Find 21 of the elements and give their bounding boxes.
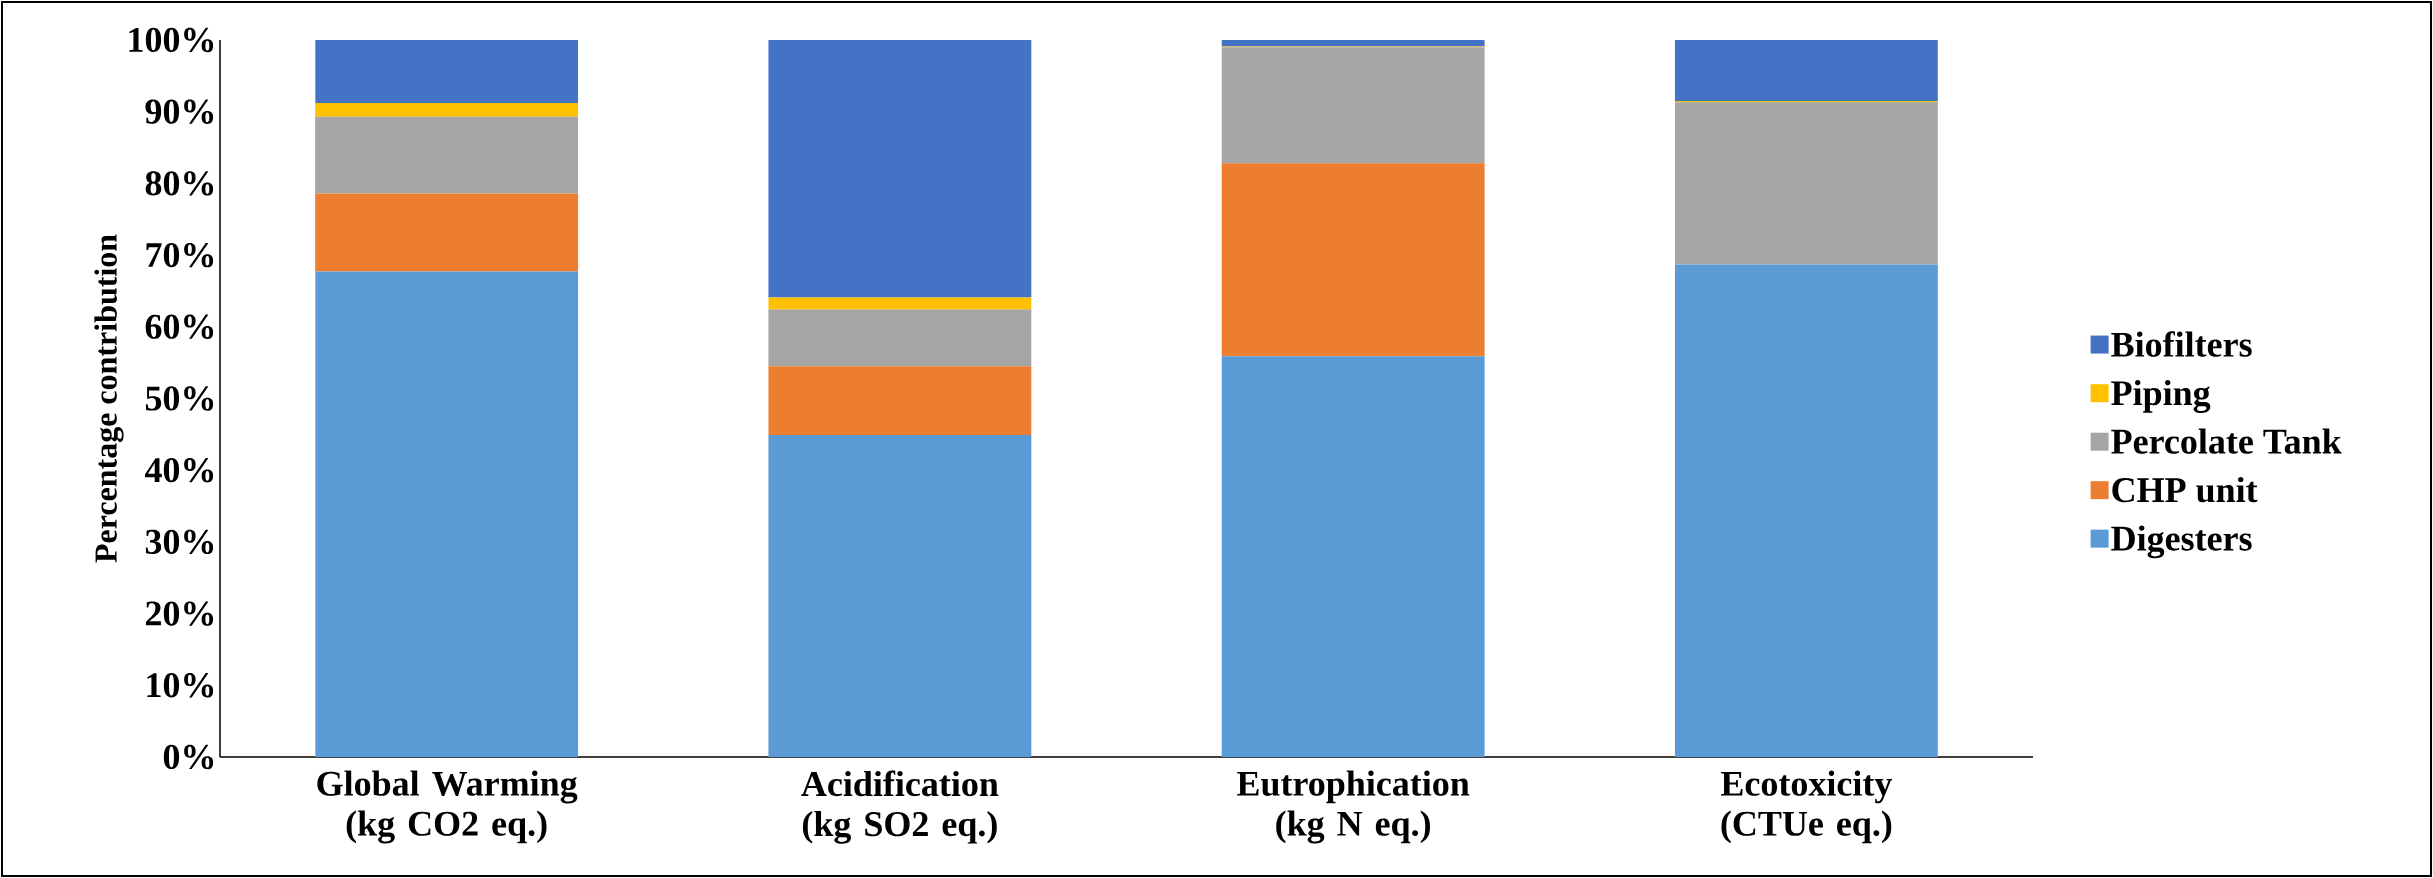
y-tick-label: 80% [145,171,214,196]
y-tick-label: 0% [163,744,214,770]
x-tick-label: Global Warming (kg CO2 eq.) [317,770,578,844]
y-tick-label: 50% [145,386,214,411]
legend-label: CHP unit [2112,476,2258,503]
y-tick-label: 10% [147,673,214,698]
y-tick-label: 40% [144,458,214,483]
y-tick-label: 60% [145,314,214,339]
legend-label: Digesters [2111,525,2252,559]
x-tick-label: Ecotoxicity (CTUe eq.) [1721,770,1893,844]
y-axis-title: Percentage contribution [94,234,124,563]
y-tick-label: 30% [145,529,214,555]
legend-label: Percolate Tank [2111,428,2342,454]
x-tick-label: Eutrophication (kg N eq.) [1237,770,1470,844]
legend-label: Biofilters [2111,331,2252,357]
x-tick-label: Acidification (kg SO2 eq.) [801,770,999,844]
y-tick-label: 20% [145,601,214,626]
y-tick-label: 90% [145,99,214,124]
y-tick-label: 70% [146,242,214,268]
legend-label: Piping [2111,379,2211,413]
y-tick-label: 100% [129,27,214,53]
